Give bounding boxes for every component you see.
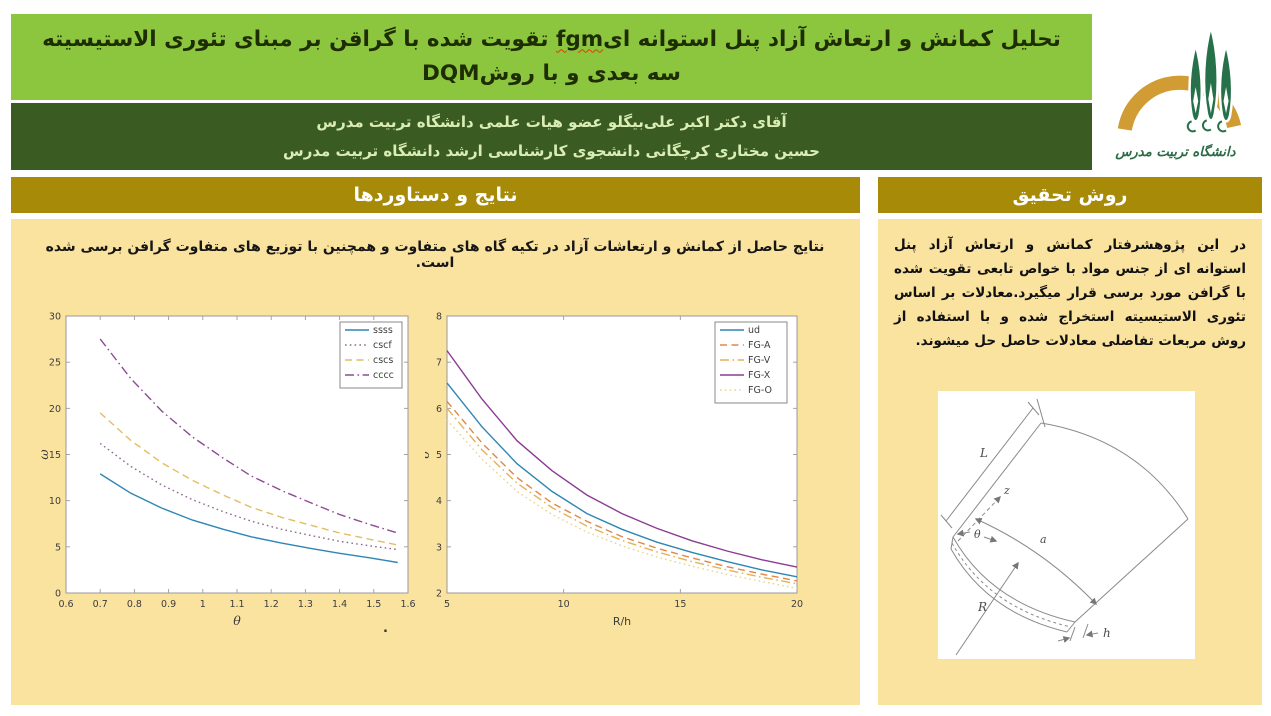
panel-left-edge bbox=[952, 422, 1042, 538]
title-bar: تحلیل کمانش و ارتعاش آزاد پنل استوانه ای… bbox=[11, 14, 1092, 100]
section-header-results: نتایج و دستاوردها bbox=[11, 177, 860, 213]
frequency-vs-theta-chart: 0.6 0.7 0.8 0.9 1 1.1 1.2 1.3 1.4 1.5 1.6 0 5 10 15 20 2… bbox=[39, 312, 416, 629]
svg-text:5: 5 bbox=[55, 542, 61, 553]
results-summary-text: نتایج حاصل از کمانش و ارتعاشات آزاد در ت… bbox=[45, 239, 825, 271]
panel-near-arc-inner bbox=[950, 548, 1068, 633]
svg-text:R/h: R/h bbox=[613, 615, 631, 628]
svg-text:3: 3 bbox=[436, 542, 442, 553]
svg-text:0: 0 bbox=[55, 589, 61, 600]
dim-tick-L-bottom bbox=[940, 514, 953, 529]
theta-arrow-left bbox=[956, 529, 971, 537]
section-header-method: روش تحقیق bbox=[878, 177, 1262, 213]
title-line2-pre: سه بعدی و با روش bbox=[479, 61, 681, 86]
h-arrow-left bbox=[1057, 636, 1071, 643]
logo-caption: دانشگاه تربیت مدرس bbox=[1114, 142, 1236, 159]
svg-text:5: 5 bbox=[444, 599, 450, 610]
caption-dot: . bbox=[383, 621, 388, 636]
title-text-post: تقویت شده با گراقن بر مبنای تئوری الاستی… bbox=[42, 26, 556, 52]
results-panel: نتایج حاصل از کمانش و ارتعاشات آزاد در ت… bbox=[11, 219, 860, 705]
svg-text:σ: σ bbox=[425, 450, 432, 459]
label-a: a bbox=[1040, 533, 1047, 546]
svg-text:7: 7 bbox=[436, 358, 442, 369]
logo-tree-bases bbox=[1186, 118, 1227, 132]
svg-text:cccc: cccc bbox=[373, 370, 394, 381]
h-ext-left bbox=[1069, 626, 1076, 642]
svg-text:FG-O: FG-O bbox=[748, 385, 772, 396]
band-midline bbox=[951, 542, 1072, 628]
logo-tree-slits bbox=[1192, 82, 1229, 113]
method-panel: در این پژوهشرفتار کمانش و ارتعاش آزاد پن… bbox=[878, 219, 1262, 705]
panel-far-arc bbox=[1040, 422, 1189, 520]
svg-text:1.5: 1.5 bbox=[366, 599, 381, 610]
panel-near-arc-outer bbox=[952, 536, 1076, 623]
svg-text:ssss: ssss bbox=[373, 325, 393, 336]
svg-text:1.1: 1.1 bbox=[229, 599, 244, 610]
svg-text:10: 10 bbox=[558, 599, 570, 610]
panel-schematic-box: L z θ a R h bbox=[938, 391, 1195, 659]
svg-text:5: 5 bbox=[436, 450, 442, 461]
author-line-student: حسین مختاری کرچگانی دانشجوی کارشناسی ارش… bbox=[283, 141, 820, 160]
svg-text:cscs: cscs bbox=[373, 355, 393, 366]
svg-text:15: 15 bbox=[49, 450, 61, 461]
svg-text:8: 8 bbox=[436, 312, 442, 323]
svg-text:20: 20 bbox=[791, 599, 803, 610]
svg-text:0.7: 0.7 bbox=[93, 599, 108, 610]
cylindrical-panel-diagram: L z θ a R h bbox=[940, 398, 1189, 656]
svg-text:ud: ud bbox=[748, 325, 760, 336]
label-h: h bbox=[1103, 626, 1111, 640]
radius-line bbox=[955, 561, 1019, 656]
svg-text:FG-A: FG-A bbox=[748, 340, 771, 351]
label-R: R bbox=[977, 600, 987, 614]
h-arrow-right bbox=[1085, 630, 1099, 638]
svg-text:0.8: 0.8 bbox=[127, 599, 142, 610]
university-logo: دانشگاه تربیت مدرس bbox=[1092, 0, 1271, 177]
sigma-vs-rh-chart: 5 10 15 20 2 3 4 5 6 7 8 R/h σ ud FG-A FG-V FG-X FG-O bbox=[425, 312, 803, 629]
svg-text:1: 1 bbox=[200, 599, 206, 610]
svg-text:FG-V: FG-V bbox=[748, 355, 771, 366]
label-z: z bbox=[1003, 484, 1010, 497]
dim-line-L bbox=[945, 407, 1034, 522]
title-dqm-text: DQM bbox=[422, 61, 480, 86]
svg-text:θ: θ bbox=[233, 613, 241, 628]
svg-text:ω: ω bbox=[39, 449, 51, 459]
corner-tick bbox=[1036, 398, 1046, 428]
svg-text:30: 30 bbox=[49, 312, 61, 323]
svg-text:2: 2 bbox=[436, 589, 442, 600]
h-ext-right bbox=[1082, 623, 1089, 639]
svg-text:1.3: 1.3 bbox=[298, 599, 313, 610]
university-logo-icon: دانشگاه تربیت مدرس bbox=[1114, 20, 1241, 159]
poster-title-line-1: تحلیل کمانش و ارتعاش آزاد پنل استوانه ای… bbox=[42, 23, 1061, 57]
svg-text:10: 10 bbox=[49, 496, 61, 507]
svg-text:25: 25 bbox=[49, 358, 61, 369]
svg-text:0.9: 0.9 bbox=[161, 599, 176, 610]
poster-title-line-2: سه بعدی و با روشDQM bbox=[422, 57, 681, 91]
svg-text:FG-X: FG-X bbox=[748, 370, 771, 381]
author-line-supervisor: آقای دکتر اکبر علی‌بیگلو عضو هیات علمی د… bbox=[316, 113, 787, 132]
label-L: L bbox=[979, 446, 988, 460]
logo-cypress-trees bbox=[1187, 20, 1233, 123]
theta-arrow-right bbox=[983, 535, 998, 543]
svg-text:1.4: 1.4 bbox=[332, 599, 347, 610]
label-theta: θ bbox=[974, 528, 981, 541]
svg-text:1.6: 1.6 bbox=[400, 599, 415, 610]
results-header-label: نتایج و دستاوردها bbox=[353, 184, 518, 206]
svg-text:15: 15 bbox=[674, 599, 686, 610]
authors-bar: آقای دکتر اکبر علی‌بیگلو عضو هیات علمی د… bbox=[11, 103, 1092, 170]
title-text-pre: تحلیل کمانش و ارتعاش آزاد پنل استوانه ای bbox=[603, 26, 1061, 52]
svg-text:1.2: 1.2 bbox=[264, 599, 279, 610]
svg-text:6: 6 bbox=[436, 404, 442, 415]
method-header-label: روش تحقیق bbox=[1012, 184, 1128, 206]
method-paragraph: در این پژوهشرفتار کمانش و ارتعاش آزاد پن… bbox=[894, 237, 1246, 350]
svg-text:0.6: 0.6 bbox=[58, 599, 73, 610]
svg-text:20: 20 bbox=[49, 404, 61, 415]
svg-text:cscf: cscf bbox=[373, 340, 392, 351]
a-arc-arrow bbox=[974, 518, 1097, 606]
panel-right-edge bbox=[1074, 518, 1189, 623]
dim-tick-L-top bbox=[1027, 401, 1040, 416]
svg-text:4: 4 bbox=[436, 496, 442, 507]
title-fgm-text: fgm bbox=[555, 26, 604, 52]
